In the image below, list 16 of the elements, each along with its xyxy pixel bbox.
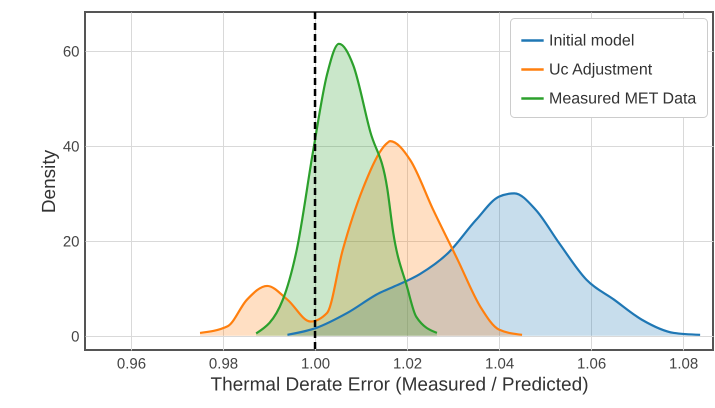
x-tick-label: 1.06 <box>576 356 606 372</box>
legend-label: Initial model <box>549 32 634 50</box>
x-tick-label: 0.96 <box>116 356 146 372</box>
x-axis-title: Thermal Derate Error (Measured / Predicted) <box>210 374 589 396</box>
legend-label: Measured MET Data <box>549 90 696 108</box>
x-tick-label: 1.08 <box>668 356 698 372</box>
x-tick-label: 1.00 <box>300 356 330 372</box>
y-tick-label: 40 <box>62 138 80 156</box>
x-tick-label: 1.04 <box>484 356 514 372</box>
x-tick-label: 1.02 <box>392 356 422 372</box>
y-tick-label: 60 <box>62 43 80 60</box>
legend-label: Uc Adjustment <box>549 62 653 78</box>
y-tick-label: 0 <box>71 328 80 346</box>
y-tick-label: 20 <box>62 233 80 250</box>
x-tick-label: 0.98 <box>208 356 238 372</box>
y-axis-title: Density <box>38 149 60 214</box>
